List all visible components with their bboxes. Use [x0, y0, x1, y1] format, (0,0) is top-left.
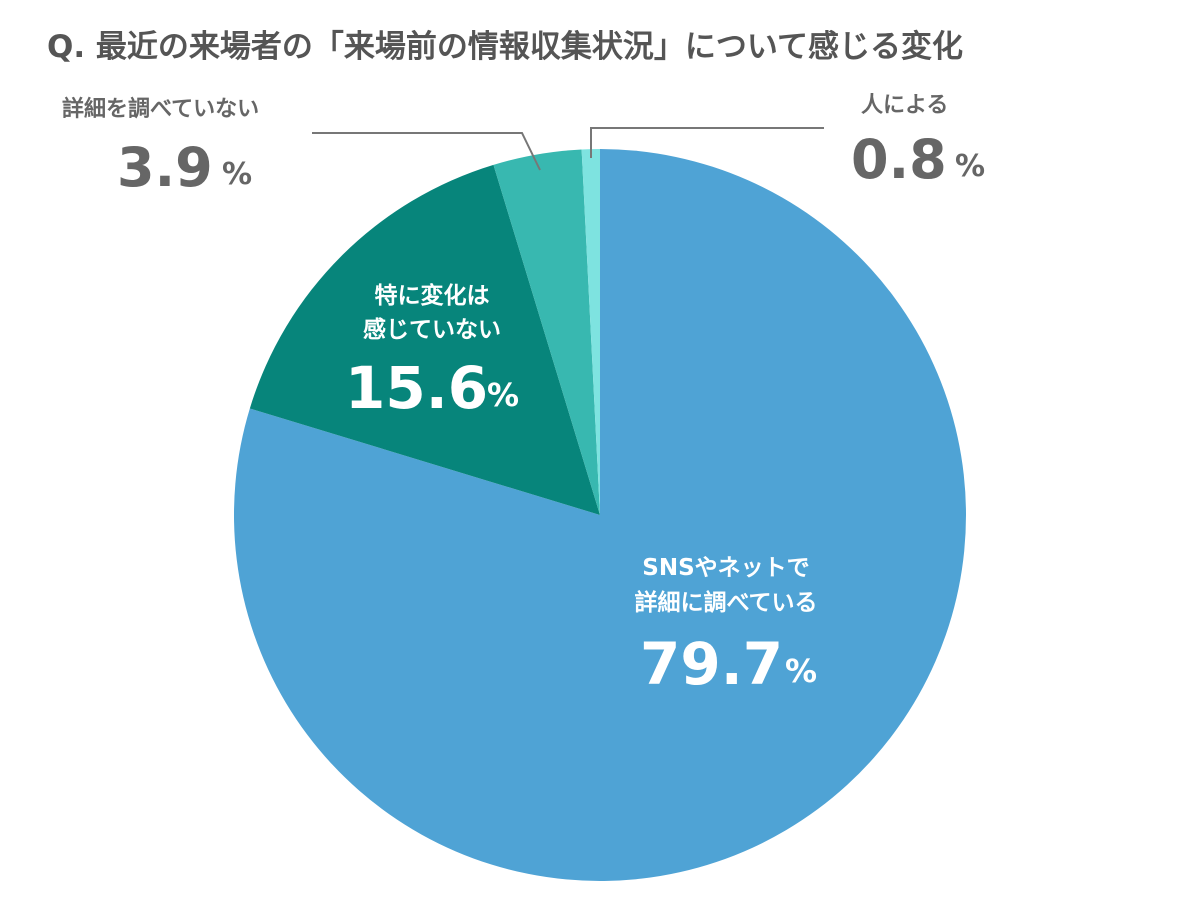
pie-slice-1 — [249, 164, 600, 515]
slice-label-line: 詳細を調べていない — [62, 96, 259, 122]
pie-slices — [233, 149, 966, 881]
slice-label-line: 詳細に調べている — [634, 589, 817, 616]
slice-value-label: 15.6 — [345, 354, 488, 422]
percent-sign: % — [785, 652, 817, 690]
percent-sign: % — [955, 149, 985, 184]
pie-slice-3 — [581, 149, 600, 515]
percent-sign: % — [487, 376, 519, 414]
pie-slice-0 — [233, 149, 966, 881]
slice-value-label: 79.7 — [640, 630, 783, 698]
slice-label-line: 感じていない — [363, 316, 501, 343]
slice-value-label: 0.8 — [851, 128, 947, 191]
slice-label-line: 人による — [861, 93, 948, 118]
leader-line-depends — [590, 127, 824, 158]
leader-line-not-researched — [312, 132, 541, 171]
percent-sign: % — [222, 157, 252, 192]
pie-slice-2 — [493, 149, 600, 515]
slice-label-line: SNSやネットで — [642, 555, 809, 581]
slice-value-label: 3.9 — [117, 136, 213, 199]
chart-title: Q. 最近の来場者の「来場前の情報収集状況」について感じる変化 — [47, 29, 963, 65]
slice-label-line: 特に変化は — [375, 282, 490, 309]
